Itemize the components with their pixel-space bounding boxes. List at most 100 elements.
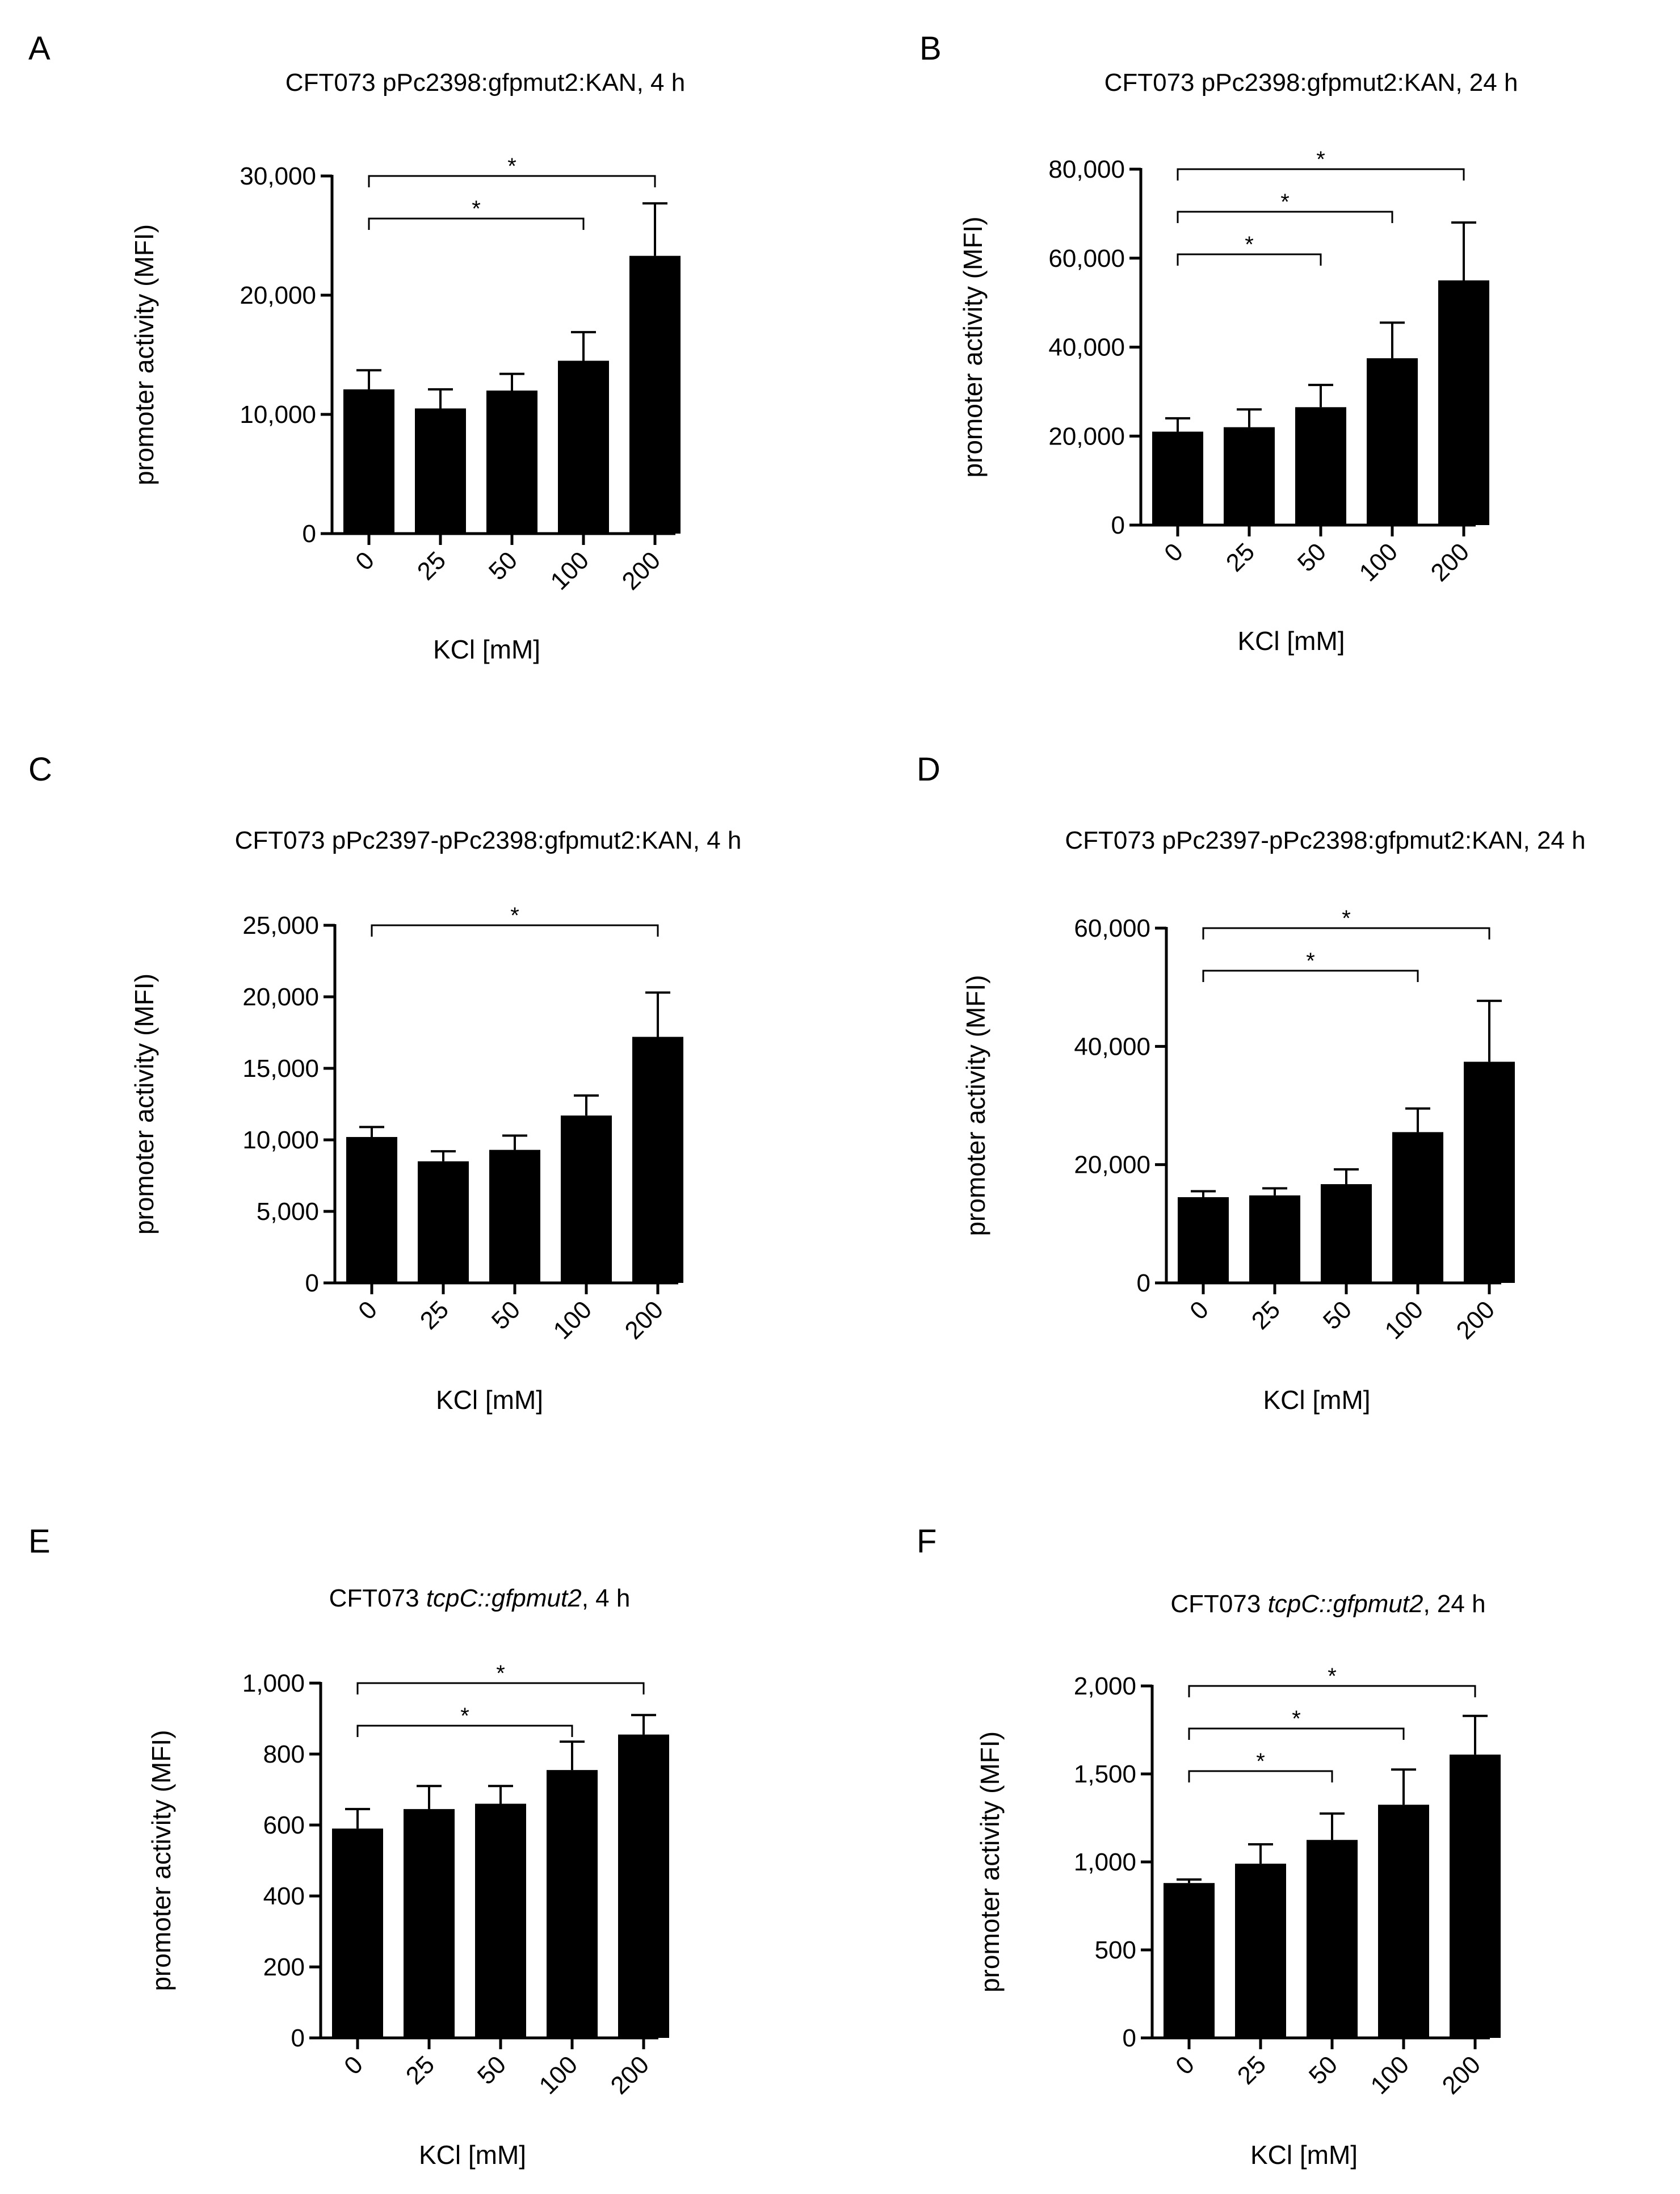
significance-star: *: [1328, 1664, 1337, 1689]
y-tick-label: 2,000: [1074, 1672, 1136, 1700]
y-axis-label: promoter activity (MFI): [129, 224, 159, 485]
y-tick-label: 800: [263, 1740, 305, 1768]
significance-star: *: [507, 154, 516, 179]
x-tick-label: 50: [472, 2050, 511, 2090]
chart-title: CFT073 pPc2398:gfpmut2:KAN, 24 h: [1104, 69, 1518, 97]
x-tick-label: 100: [1354, 538, 1404, 587]
y-tick-label: 0: [1123, 2024, 1136, 2052]
significance-star: *: [510, 903, 519, 928]
chart-title-text: CFT073 pPc2398:gfpmut2:KAN, 24 h: [1104, 69, 1518, 97]
significance-bracket: [1177, 253, 1322, 266]
bar: [332, 1828, 383, 2038]
significance-star: *: [1316, 147, 1325, 172]
significance-bracket: [1188, 1770, 1333, 1782]
significance-star: *: [1256, 1749, 1265, 1774]
x-tick-label: 50: [1292, 538, 1332, 577]
y-tick-label: 40,000: [1048, 334, 1125, 362]
x-tick-label: 25: [1221, 538, 1260, 577]
bar: [1152, 431, 1203, 525]
chart-title-italic: tcpC::gfpmut2: [426, 1584, 582, 1612]
y-tick-label: 20,000: [240, 282, 316, 309]
x-tick-label: 100: [1380, 1295, 1429, 1345]
y-tick-label: 10,000: [240, 401, 316, 429]
x-tick-label: 200: [1426, 538, 1475, 587]
y-axis-label: promoter activity (MFI): [129, 974, 159, 1235]
significance-bracket: [368, 175, 656, 187]
significance-star: *: [496, 1661, 505, 1686]
chart-title: CFT073 pPc2398:gfpmut2:KAN, 4 h: [285, 69, 685, 97]
panel-d: D CFT073 pPc2397-pPc2398:gfpmut2:KAN, 24 …: [917, 751, 1586, 1415]
y-tick-label: 0: [1137, 1269, 1150, 1297]
panel-letter: F: [917, 1523, 936, 1560]
chart-title-text: CFT073: [329, 1584, 426, 1612]
significance-bracket: [1188, 1727, 1405, 1740]
x-tick-label: 200: [1437, 2050, 1486, 2100]
y-tick-label: 400: [263, 1882, 305, 1910]
panel-b: B CFT073 pPc2398:gfpmut2:KAN, 24 h 0 20,000…: [919, 30, 1518, 656]
significance-bracket: [356, 1725, 573, 1737]
y-tick-label: 200: [263, 1953, 305, 1981]
bar: [418, 1161, 469, 1283]
bar: [1295, 407, 1346, 525]
chart-title: CFT073 tcpC::gfpmut2, 24 h: [1170, 1590, 1485, 1618]
y-tick-label: 10,000: [242, 1126, 319, 1154]
y-axis-label: promoter activity (MFI): [961, 975, 990, 1236]
panel-c: C CFT073 pPc2397-pPc2398:gfpmut2:KAN, 4 h…: [28, 751, 741, 1415]
x-tick-label: 0: [353, 1295, 383, 1325]
x-axis-label: KCl [mM]: [436, 1385, 543, 1415]
bar: [346, 1136, 397, 1283]
significance-star: *: [472, 196, 481, 221]
x-tick-label: 100: [1366, 2050, 1415, 2100]
x-tick-label: 25: [1246, 1295, 1286, 1335]
y-tick-label: 500: [1095, 1936, 1136, 1964]
y-tick-label: 0: [305, 1269, 319, 1297]
significance-bracket: [368, 217, 585, 230]
significance-star: *: [1306, 949, 1315, 974]
x-tick-label: 0: [350, 546, 380, 576]
x-tick-label: 25: [1232, 2050, 1271, 2090]
x-axis-label: KCl [mM]: [1263, 1385, 1370, 1415]
panel-letter: E: [28, 1523, 51, 1560]
x-tick-label: 50: [484, 546, 523, 585]
bar: [1367, 358, 1418, 525]
x-axis-label: KCl [mM]: [1250, 2140, 1358, 2170]
y-tick-label: 600: [263, 1811, 305, 1839]
x-tick-label: 0: [1170, 2050, 1200, 2080]
x-tick-label: 25: [412, 546, 451, 585]
chart-title-italic: tcpC::gfpmut2: [1268, 1590, 1423, 1618]
y-tick-label: 40,000: [1074, 1033, 1150, 1060]
y-axis-label: promoter activity (MFI): [146, 1730, 176, 1991]
y-tick-label: 20,000: [1048, 422, 1125, 450]
y-tick-label: 25,000: [242, 912, 319, 939]
bar: [343, 389, 394, 534]
y-tick-label: 20,000: [242, 983, 319, 1011]
significance-bracket: [1202, 970, 1419, 982]
significance-bracket: [1188, 1685, 1476, 1697]
panel-letter: D: [917, 751, 940, 788]
significance-bracket: [1177, 168, 1465, 181]
y-tick-label: 60,000: [1074, 914, 1150, 942]
x-tick-label: 50: [486, 1295, 526, 1335]
bar: [1224, 427, 1275, 525]
bar: [1378, 1805, 1429, 2038]
x-tick-label: 200: [606, 2050, 655, 2100]
significance-star: *: [1245, 232, 1254, 257]
significance-bracket: [371, 924, 659, 937]
x-tick-label: 25: [415, 1295, 454, 1335]
x-axis-label: KCl [mM]: [419, 2140, 526, 2170]
bar: [415, 408, 466, 534]
bar: [486, 391, 537, 534]
bar: [1464, 1062, 1515, 1283]
significance-star: *: [1342, 906, 1351, 931]
y-tick-label: 20,000: [1074, 1151, 1150, 1179]
y-tick-label: 60,000: [1048, 245, 1125, 272]
x-tick-label: 200: [620, 1295, 669, 1345]
x-tick-label: 200: [1451, 1295, 1501, 1345]
bar: [1235, 1864, 1286, 2038]
chart-title-text: CFT073 pPc2397-pPc2398:gfpmut2:KAN, 24 h: [1065, 827, 1585, 854]
bar: [1392, 1132, 1443, 1283]
x-tick-label: 100: [545, 546, 595, 595]
